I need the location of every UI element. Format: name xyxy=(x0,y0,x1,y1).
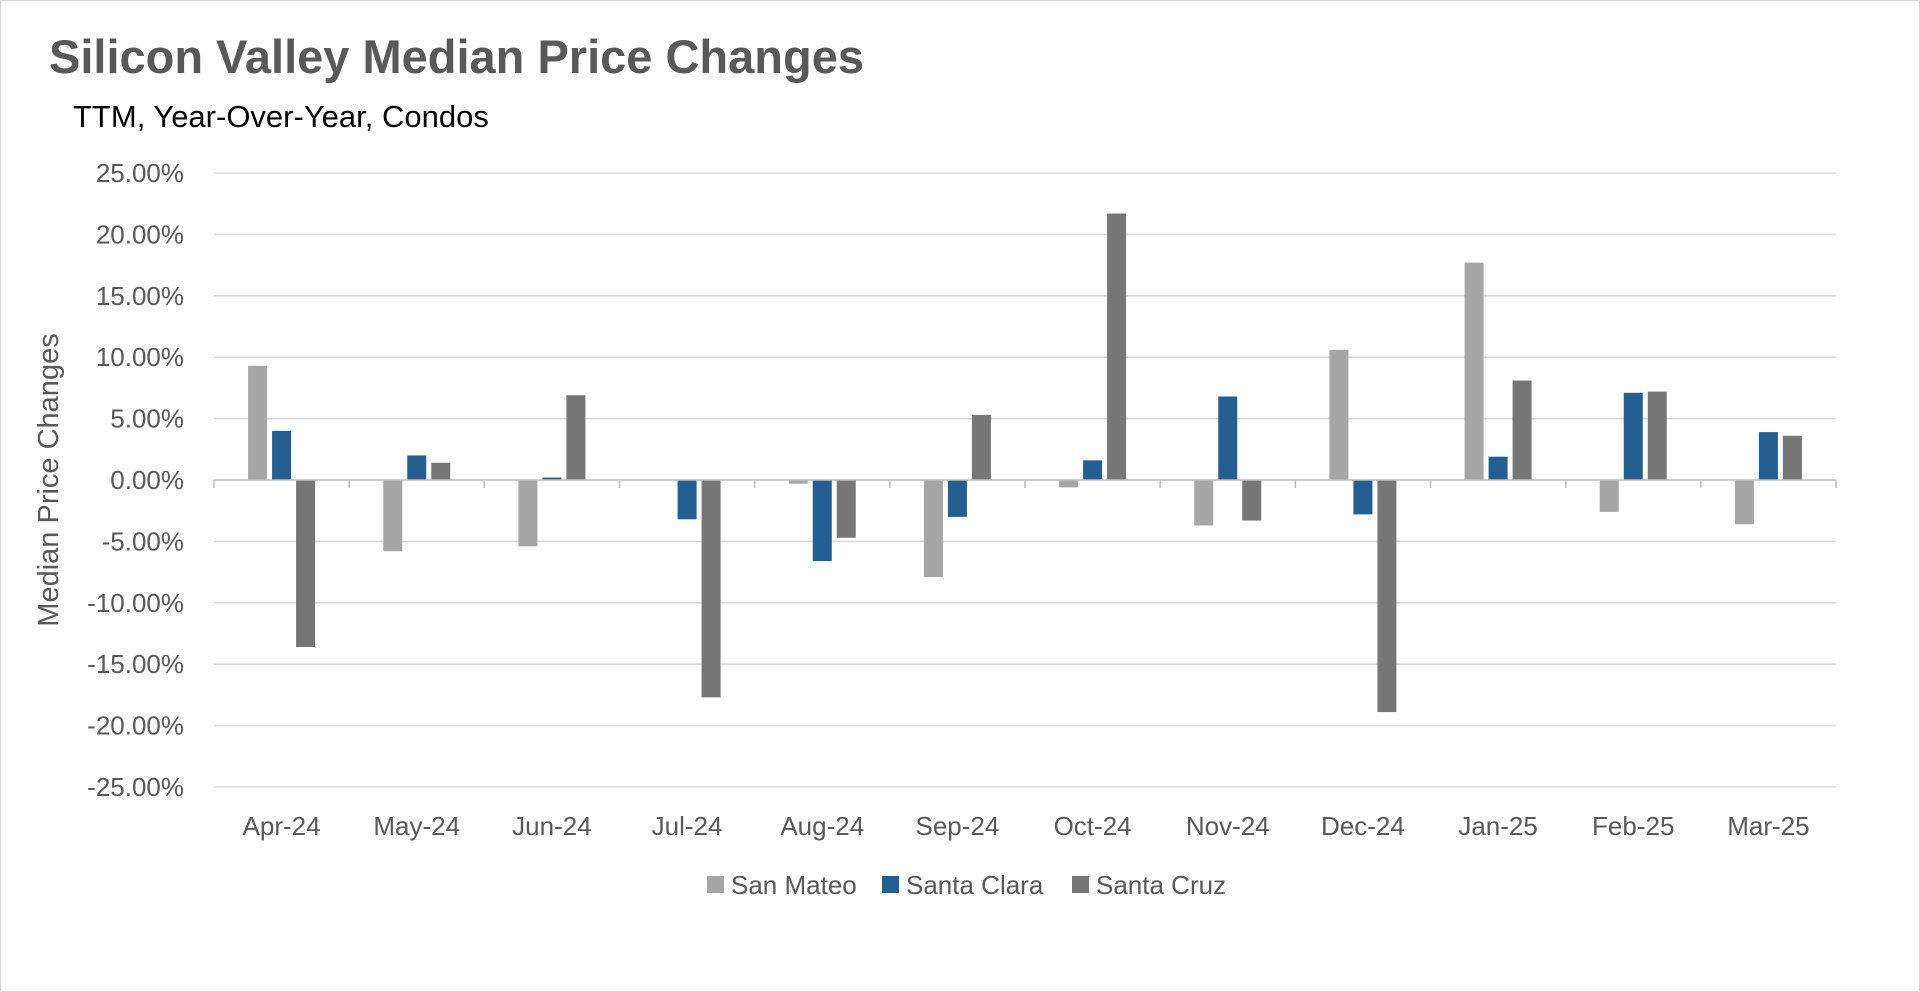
bar-san-mateo xyxy=(1059,480,1079,488)
legend-label: Santa Cruz xyxy=(1096,870,1226,900)
bar-santa-cruz xyxy=(1242,480,1262,521)
bar-santa-clara xyxy=(1758,432,1778,480)
bar-santa-clara xyxy=(1353,480,1373,515)
bar-santa-clara xyxy=(272,430,292,480)
legend-swatch xyxy=(707,876,724,893)
bar-santa-cruz xyxy=(1647,391,1667,480)
chart-subtitle: TTM, Year-Over-Year, Condos xyxy=(73,99,489,134)
bar-san-mateo xyxy=(788,480,808,484)
bar-santa-cruz xyxy=(971,414,991,480)
x-tick-label: Sep-24 xyxy=(915,811,999,841)
legend: San Mateo Santa Clara Santa Cruz xyxy=(707,870,1226,900)
bar-san-mateo xyxy=(1464,262,1484,480)
legend-label: San Mateo xyxy=(731,870,857,900)
y-tick-label: 25.00% xyxy=(96,158,184,188)
legend-item-santa-clara: Santa Clara xyxy=(882,870,1044,900)
bar-santa-cruz xyxy=(296,480,316,648)
y-tick-label: -20.00% xyxy=(87,711,184,741)
legend-label: Santa Clara xyxy=(906,870,1044,900)
legend-swatch xyxy=(1072,876,1089,893)
bar-santa-clara xyxy=(1488,456,1508,480)
bar-san-mateo xyxy=(518,480,538,547)
gridlines xyxy=(214,172,1836,788)
x-axis-tick-labels: Apr-24 May-24 Jun-24 Jul-24 Aug-24 Sep-24 Oct-… xyxy=(243,811,1810,841)
x-tick-label: Dec-24 xyxy=(1321,811,1405,841)
y-tick-label: -25.00% xyxy=(87,772,184,802)
x-tick-label: Jul-24 xyxy=(652,811,723,841)
x-axis xyxy=(213,479,1837,488)
bar-santa-clara xyxy=(947,480,967,517)
y-tick-label: 15.00% xyxy=(96,281,184,311)
y-axis-title: Median Price Changes xyxy=(33,333,65,626)
y-tick-label: -10.00% xyxy=(87,588,184,618)
y-tick-label: 5.00% xyxy=(110,404,184,434)
y-tick-label: 0.00% xyxy=(110,465,184,495)
legend-item-san-mateo: San Mateo xyxy=(707,870,857,900)
bar-santa-cruz xyxy=(701,480,721,698)
bar-santa-clara xyxy=(1083,460,1103,480)
bar-san-mateo xyxy=(923,480,943,578)
bar-san-mateo xyxy=(248,365,268,480)
chart-title: Silicon Valley Median Price Changes xyxy=(49,30,864,83)
bar-san-mateo xyxy=(1194,480,1214,526)
bar-santa-clara xyxy=(542,477,562,480)
x-tick-label: May-24 xyxy=(373,811,460,841)
bar-santa-clara xyxy=(677,480,697,520)
y-tick-label: -5.00% xyxy=(102,526,184,556)
x-tick-label: Jan-25 xyxy=(1458,811,1538,841)
bar-santa-clara xyxy=(1218,396,1238,480)
bar-santa-clara xyxy=(407,455,427,480)
bar-santa-clara xyxy=(1623,392,1643,480)
y-axis-tick-labels: -25.00% -20.00% -15.00% -10.00% -5.00% 0.00% 5… xyxy=(87,158,184,802)
bar-santa-cruz xyxy=(1107,213,1127,481)
bar-santa-cruz xyxy=(1782,435,1802,480)
bar-san-mateo xyxy=(1734,480,1754,525)
y-tick-label: 20.00% xyxy=(96,219,184,249)
x-tick-label: Jun-24 xyxy=(512,811,592,841)
bar-san-mateo xyxy=(1599,480,1619,512)
bar-santa-cruz xyxy=(431,462,451,480)
bar-santa-clara xyxy=(812,480,832,562)
x-tick-label: Feb-25 xyxy=(1592,811,1674,841)
bar-santa-cruz xyxy=(1512,380,1532,480)
x-tick-label: Apr-24 xyxy=(243,811,321,841)
bar-san-mateo xyxy=(383,480,403,552)
legend-swatch xyxy=(882,876,899,893)
bar-santa-cruz xyxy=(1377,480,1397,713)
bar-santa-cruz xyxy=(836,480,856,538)
y-tick-label: -15.00% xyxy=(87,649,184,679)
bar-san-mateo xyxy=(1329,349,1349,480)
bars xyxy=(248,213,1802,713)
bar-santa-cruz xyxy=(566,395,586,480)
x-tick-label: Oct-24 xyxy=(1054,811,1132,841)
x-tick-label: Nov-24 xyxy=(1186,811,1270,841)
legend-item-santa-cruz: Santa Cruz xyxy=(1072,870,1226,900)
y-tick-label: 10.00% xyxy=(96,342,184,372)
x-tick-label: Mar-25 xyxy=(1727,811,1809,841)
x-tick-label: Aug-24 xyxy=(780,811,864,841)
